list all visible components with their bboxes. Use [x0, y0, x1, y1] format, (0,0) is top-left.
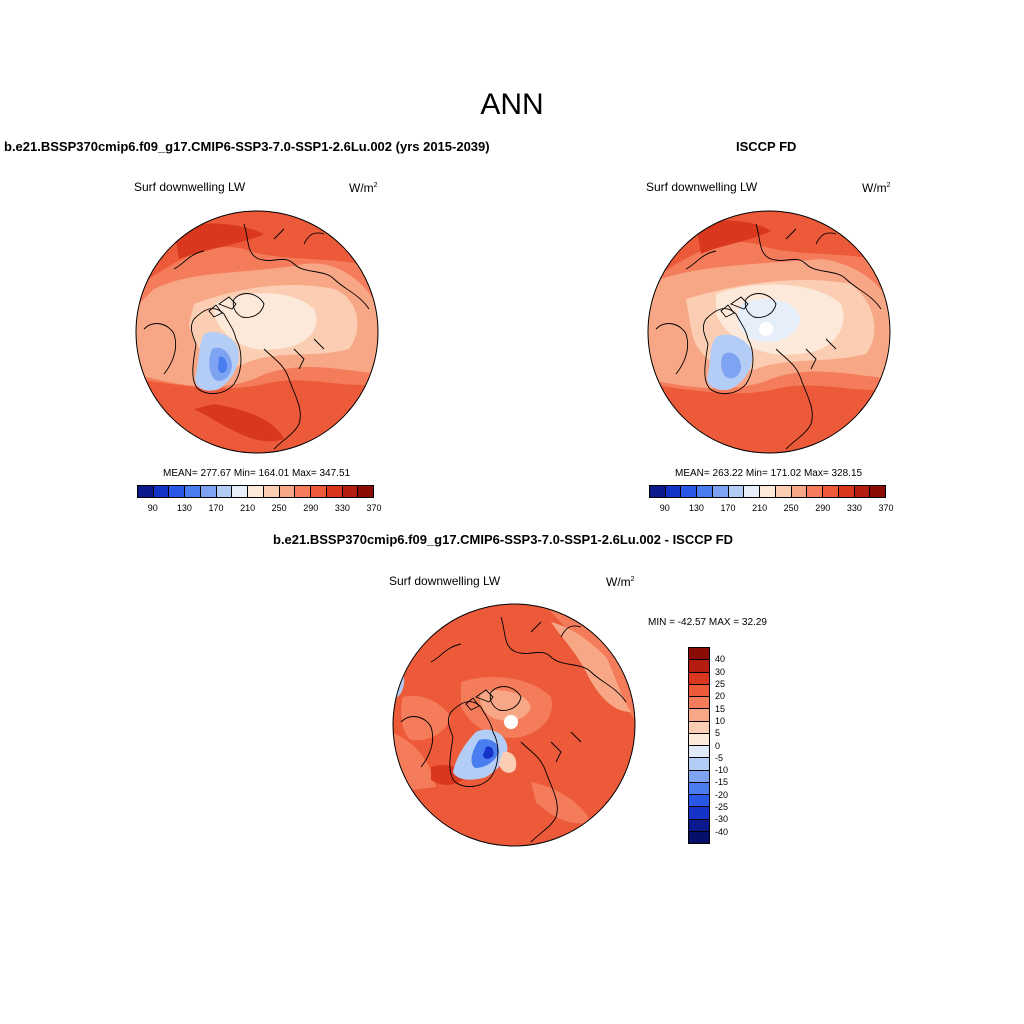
colorbar-segment	[689, 648, 709, 661]
colorbar-segment	[689, 672, 709, 685]
diff-colorbar	[688, 647, 710, 844]
page-title: ANN	[480, 88, 544, 121]
colorbar-tick-label: 130	[176, 503, 192, 513]
colorbar-tick-label: 10	[715, 715, 726, 726]
colorbar-segment	[854, 486, 871, 497]
diff-panel-title: b.e21.BSSP370cmip6.f09_g17.CMIP6-SSP3-7.…	[273, 532, 734, 547]
model-units-label: W/m2	[349, 181, 378, 195]
colorbar-tick-label: -20	[715, 789, 729, 800]
colorbar-segment	[138, 486, 154, 497]
diff-colorbar-ticks: 40 30 25 20 15 10 5 0 -5 -10 -15 -20 -25 -30 -40	[715, 647, 755, 844]
colorbar-tick-label: 30	[715, 666, 726, 677]
colorbar-segment	[689, 733, 709, 746]
colorbar-segment	[681, 486, 698, 497]
colorbar-segment	[823, 486, 839, 497]
colorbar-segment	[760, 486, 776, 497]
diff-units-label: W/m2	[606, 575, 635, 589]
colorbar-segment	[838, 486, 855, 497]
colorbar-tick-label: 210	[240, 503, 256, 513]
model-colorbar	[137, 485, 374, 498]
colorbar-tick-label: 250	[271, 503, 287, 513]
colorbar-segment	[689, 782, 709, 795]
colorbar-segment	[232, 486, 249, 497]
colorbar-tick-label: 210	[752, 503, 768, 513]
colorbar-segment	[169, 486, 186, 497]
colorbar-segment	[689, 709, 709, 722]
model-variable-label: Surf downwelling LW	[134, 180, 246, 194]
colorbar-segment	[791, 486, 808, 497]
colorbar-tick-label: 290	[815, 503, 831, 513]
colorbar-segment	[689, 684, 709, 697]
model-stats: MEAN= 277.67 Min= 164.01 Max= 347.51	[163, 468, 351, 479]
colorbar-tick-label: 290	[303, 503, 319, 513]
colorbar-segment	[263, 486, 280, 497]
diff-stats: MIN = -42.57 MAX = 32.29	[648, 617, 767, 628]
colorbar-segment	[728, 486, 745, 497]
colorbar-segment	[295, 486, 312, 497]
colorbar-tick-label: 40	[715, 654, 726, 665]
colorbar-tick-label: 370	[878, 503, 894, 513]
obs-polar-map	[647, 210, 891, 454]
colorbar-tick-label: 0	[715, 740, 721, 751]
diff-polar-map	[392, 603, 636, 847]
colorbar-segment	[342, 486, 359, 497]
colorbar-tick-label: -25	[715, 802, 729, 813]
obs-units-label: W/m2	[862, 181, 891, 195]
colorbar-segment	[311, 486, 327, 497]
colorbar-tick-label: 90	[659, 503, 670, 513]
colorbar-segment	[689, 758, 709, 771]
colorbar-segment	[650, 486, 666, 497]
obs-panel-title: ISCCP FD	[736, 139, 797, 154]
colorbar-segment	[689, 746, 709, 759]
colorbar-segment	[153, 486, 170, 497]
colorbar-tick-label: -10	[715, 765, 729, 776]
colorbar-tick-label: -15	[715, 777, 729, 788]
colorbar-tick-label: 170	[720, 503, 736, 513]
colorbar-segment	[689, 721, 709, 734]
colorbar-tick-label: 90	[147, 503, 158, 513]
colorbar-tick-label: 15	[715, 703, 726, 714]
colorbar-segment	[689, 819, 709, 832]
colorbar-segment	[248, 486, 264, 497]
colorbar-segment	[697, 486, 713, 497]
colorbar-segment	[689, 770, 709, 783]
colorbar-tick-label: 330	[334, 503, 350, 513]
colorbar-tick-label: 170	[208, 503, 224, 513]
colorbar-segment	[200, 486, 217, 497]
colorbar-segment	[185, 486, 201, 497]
model-panel-title: b.e21.BSSP370cmip6.f09_g17.CMIP6-SSP3-7.…	[4, 139, 490, 154]
colorbar-segment	[665, 486, 682, 497]
obs-stats: MEAN= 263.22 Min= 171.02 Max= 328.15	[675, 468, 863, 479]
colorbar-segment	[775, 486, 792, 497]
colorbar-tick-label: 20	[715, 691, 726, 702]
colorbar-segment	[689, 807, 709, 820]
colorbar-tick-label: 5	[715, 728, 721, 739]
colorbar-segment	[689, 795, 709, 808]
colorbar-tick-label: 25	[715, 678, 726, 689]
colorbar-tick-label: 250	[783, 503, 799, 513]
colorbar-segment	[807, 486, 824, 497]
colorbar-tick-label: 330	[846, 503, 862, 513]
obs-colorbar	[649, 485, 886, 498]
colorbar-tick-label: 370	[366, 503, 382, 513]
colorbar-segment	[744, 486, 761, 497]
colorbar-segment	[870, 486, 886, 497]
colorbar-segment	[279, 486, 296, 497]
diff-variable-label: Surf downwelling LW	[389, 574, 501, 588]
colorbar-segment	[712, 486, 729, 497]
colorbar-tick-label: -40	[715, 826, 729, 837]
obs-variable-label: Surf downwelling LW	[646, 180, 758, 194]
colorbar-segment	[358, 486, 374, 497]
colorbar-segment	[216, 486, 233, 497]
colorbar-segment	[689, 660, 709, 673]
colorbar-segment	[326, 486, 343, 497]
colorbar-segment	[689, 697, 709, 710]
colorbar-tick-label: -30	[715, 814, 729, 825]
colorbar-segment	[689, 831, 709, 843]
model-polar-map	[135, 210, 379, 454]
colorbar-tick-label: 130	[688, 503, 704, 513]
colorbar-tick-label: -5	[715, 752, 724, 763]
